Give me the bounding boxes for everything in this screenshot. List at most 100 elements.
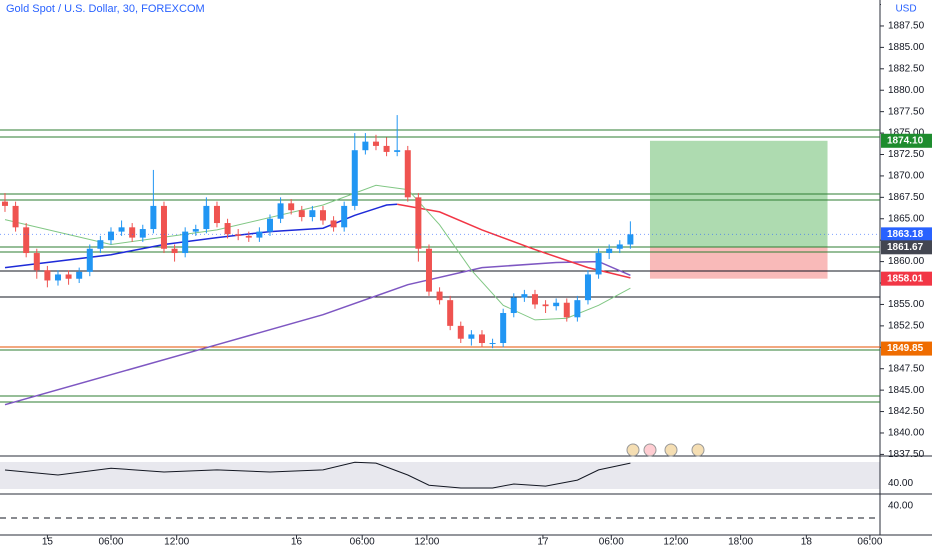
x-tick-label: 18:00 bbox=[728, 537, 753, 548]
candle-body bbox=[245, 235, 252, 238]
candle-body bbox=[309, 210, 316, 218]
price-tag bbox=[881, 341, 932, 356]
candle-body bbox=[235, 234, 242, 236]
candle-body bbox=[447, 300, 454, 326]
price-tag bbox=[881, 271, 932, 286]
candle-body bbox=[521, 294, 528, 298]
candle-body bbox=[563, 302, 570, 318]
x-tick-label: 12:00 bbox=[663, 537, 688, 548]
axis-top-mask bbox=[881, 0, 932, 14]
candle-body bbox=[150, 205, 157, 230]
candle-body bbox=[341, 205, 348, 228]
candle-body bbox=[298, 210, 305, 218]
event-icon bbox=[691, 443, 705, 457]
candle-body bbox=[213, 205, 220, 224]
candle-body bbox=[468, 334, 475, 339]
candle-body bbox=[182, 231, 189, 254]
candle-body bbox=[383, 145, 390, 152]
x-tick-label: 15 bbox=[42, 537, 54, 548]
candle-body bbox=[500, 313, 507, 344]
x-tick-label: 18 bbox=[801, 537, 813, 548]
y-tick-label: 1842.50 bbox=[888, 406, 925, 417]
stop-zone bbox=[649, 247, 828, 279]
candle-body bbox=[553, 302, 560, 307]
candle-body bbox=[457, 325, 464, 339]
y-tick-label: 1860.00 bbox=[888, 256, 925, 267]
x-tick-label: 06:00 bbox=[599, 537, 624, 548]
rsi-line bbox=[4, 461, 631, 489]
price-tag-label: 1849.85 bbox=[887, 343, 924, 354]
price-tag bbox=[881, 240, 932, 255]
candle-body bbox=[574, 300, 581, 318]
event-icons bbox=[626, 443, 705, 457]
price-tag-label: 1861.67 bbox=[887, 242, 924, 253]
price-tag bbox=[881, 133, 932, 148]
candle-body bbox=[171, 248, 178, 254]
candle-body bbox=[160, 205, 167, 249]
candle-body bbox=[203, 205, 210, 230]
candle-body bbox=[192, 229, 199, 232]
x-tick-label: 06:00 bbox=[98, 537, 123, 548]
price-tag-label: 1858.01 bbox=[887, 273, 924, 284]
candle-body bbox=[118, 227, 125, 232]
y-tick-label: 1875.00 bbox=[888, 128, 925, 139]
x-tick-label: 12:00 bbox=[414, 537, 439, 548]
candle-body bbox=[425, 248, 432, 292]
candle-body bbox=[224, 223, 231, 235]
candle-body bbox=[76, 271, 83, 279]
candle-body bbox=[23, 227, 30, 254]
candle-body bbox=[266, 218, 273, 232]
event-icon bbox=[643, 443, 657, 457]
y-tick-label: 1880.00 bbox=[888, 85, 925, 96]
y-tick-label: 1877.50 bbox=[888, 106, 925, 117]
candle-body bbox=[33, 253, 40, 271]
chart-title: Gold Spot / U.S. Dollar, 30, FOREXCOM bbox=[6, 3, 205, 15]
candle-body bbox=[627, 234, 634, 245]
y-tick-label: 1867.50 bbox=[888, 192, 925, 203]
candle-body bbox=[107, 231, 114, 241]
candle-body bbox=[584, 274, 591, 301]
rsi-tick-label: 40.00 bbox=[888, 478, 913, 489]
plot-area bbox=[0, 115, 880, 406]
candle-body bbox=[277, 203, 284, 219]
candle-body bbox=[97, 240, 104, 249]
candle-body bbox=[542, 304, 549, 307]
moving-average bbox=[397, 203, 631, 279]
y-tick-label: 1887.50 bbox=[888, 21, 925, 32]
candle-body bbox=[531, 294, 538, 305]
x-tick-label: 17 bbox=[537, 537, 549, 548]
price-tag-label: 1863.18 bbox=[887, 229, 924, 240]
y-tick-label: 1852.50 bbox=[888, 321, 925, 332]
candle-body bbox=[478, 334, 485, 344]
candle-body bbox=[362, 141, 369, 151]
candle-body bbox=[129, 227, 136, 238]
candle-body bbox=[139, 229, 146, 238]
y-tick-label: 1840.00 bbox=[888, 428, 925, 439]
candle-body bbox=[436, 291, 443, 301]
event-icon bbox=[664, 443, 678, 457]
rsi-band bbox=[0, 462, 880, 489]
y-tick-label: 1845.00 bbox=[888, 385, 925, 396]
candle-body bbox=[606, 248, 613, 254]
candle-body bbox=[44, 270, 51, 281]
x-tick-label: 06:00 bbox=[857, 537, 882, 548]
y-tick-label: 1872.50 bbox=[888, 149, 925, 160]
currency-label: USD bbox=[895, 4, 916, 15]
candle-body bbox=[256, 231, 263, 238]
x-tick-label: 06:00 bbox=[350, 537, 375, 548]
candle-body bbox=[351, 150, 358, 206]
y-tick-label: 1882.50 bbox=[888, 63, 925, 74]
candle-body bbox=[86, 248, 93, 272]
candle-body bbox=[1, 201, 8, 206]
candle-body bbox=[54, 274, 61, 281]
candle-body bbox=[330, 220, 337, 228]
x-tick-label: 16 bbox=[291, 537, 303, 548]
candle-body bbox=[65, 274, 72, 279]
candle-body bbox=[415, 197, 422, 249]
candle-body bbox=[404, 150, 411, 198]
candle-body bbox=[288, 203, 295, 211]
y-tick-label: 1865.00 bbox=[888, 213, 925, 224]
y-tick-label: 1847.50 bbox=[888, 363, 925, 374]
